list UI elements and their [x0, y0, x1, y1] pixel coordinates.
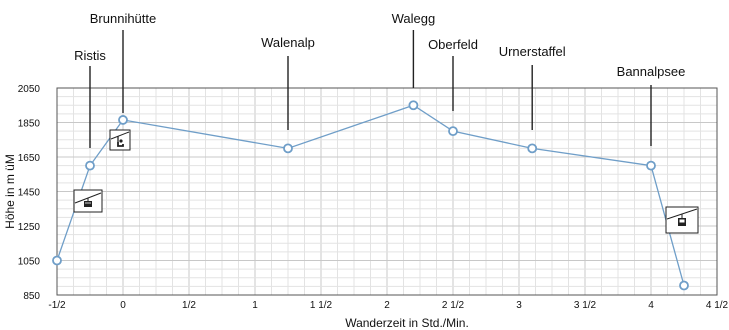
y-tick-label: 1850 — [18, 119, 41, 130]
x-tick-label: 1 — [252, 300, 258, 311]
data-point — [85, 160, 95, 171]
series-points — [52, 100, 689, 291]
y-tick-label: 1050 — [18, 257, 41, 268]
data-point — [448, 126, 458, 137]
plot-area-border — [56, 87, 718, 296]
transport-icons — [73, 129, 699, 234]
station-label: Walenalp — [261, 35, 315, 50]
x-axis-ticks: -1/2 0 1/2 1 1 1/2 2 2 1/2 3 3 1/2 4 4 1/2 — [48, 300, 728, 311]
y-tick-label: 1250 — [18, 222, 41, 233]
x-tick-label: 0 — [120, 300, 126, 311]
x-tick-label: 4 — [648, 300, 654, 311]
x-tick-label: -1/2 — [48, 300, 66, 311]
x-tick-label: 3 — [516, 300, 522, 311]
y-axis-ticks: 850 1050 1250 1450 1650 1850 2050 — [18, 84, 41, 302]
x-axis-title: Wanderzeit in Std./Min. — [345, 316, 469, 330]
y-tick-label: 850 — [23, 291, 40, 302]
y-tick-label: 1650 — [18, 153, 41, 164]
chairlift-icon — [109, 129, 131, 151]
station-label: Brunnihütte — [90, 11, 157, 26]
data-point — [646, 160, 656, 171]
data-point — [52, 255, 62, 266]
data-point — [118, 115, 128, 125]
x-tick-label: 1/2 — [182, 300, 196, 311]
data-point — [679, 280, 689, 291]
chart-grid — [56, 87, 718, 296]
station-label: Urnerstaffel — [499, 44, 566, 59]
station-label: Oberfeld — [428, 37, 478, 52]
data-point — [408, 100, 419, 111]
data-point — [283, 143, 293, 154]
cable-car-icon — [73, 189, 103, 213]
x-tick-label: 4 1/2 — [706, 300, 729, 311]
station-label: Ristis — [74, 48, 106, 63]
station-label: Bannalpsee — [617, 64, 686, 79]
y-tick-label: 2050 — [18, 84, 41, 95]
x-tick-label: 1 1/2 — [310, 300, 333, 311]
y-axis-title: Höhe in m üM — [3, 154, 17, 229]
x-tick-label: 3 1/2 — [574, 300, 597, 311]
x-tick-label: 2 1/2 — [442, 300, 465, 311]
x-tick-label: 2 — [384, 300, 390, 311]
y-tick-label: 1450 — [18, 188, 41, 199]
data-point — [527, 143, 538, 154]
station-label: Walegg — [392, 11, 436, 26]
station-annotations: Ristis Brunnihütte Walenalp Walegg Oberfeld U… — [74, 11, 685, 148]
gondola-icon — [665, 206, 699, 234]
